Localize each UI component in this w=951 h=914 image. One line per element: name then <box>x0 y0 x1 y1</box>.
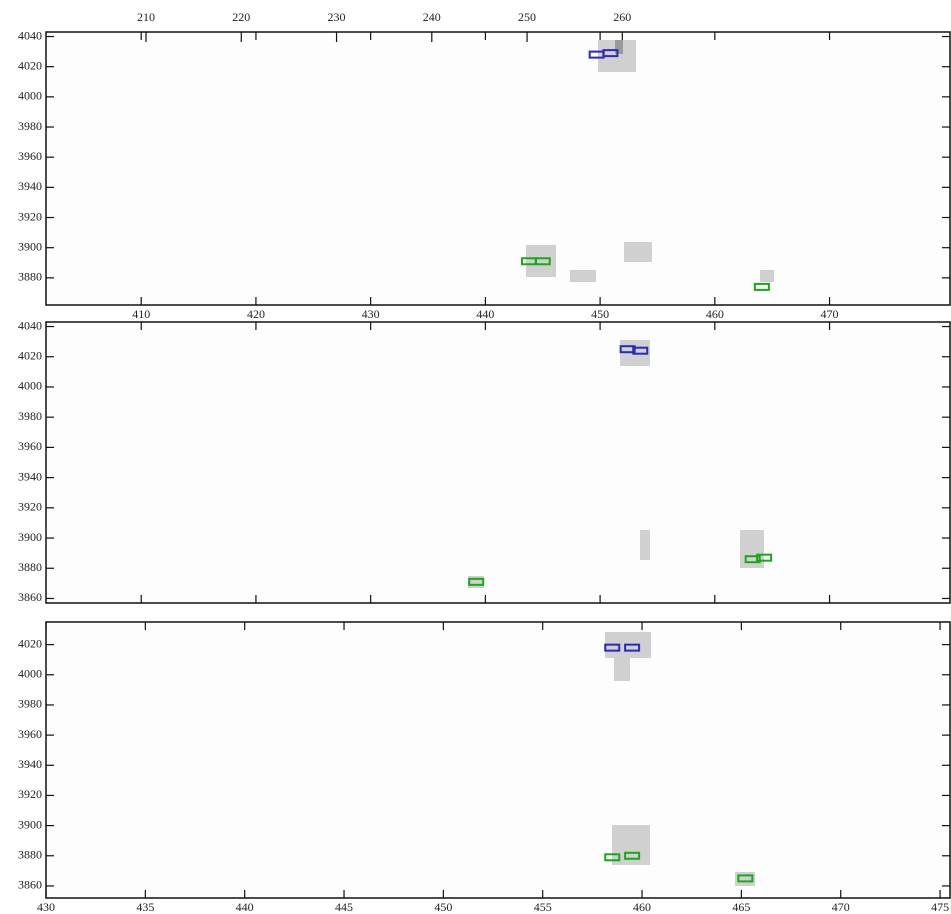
y-tick-label: 4000 <box>18 667 42 681</box>
y-tick-label: 4020 <box>18 636 42 650</box>
y-tick-label: 3900 <box>18 530 42 544</box>
x2-tick-label: 210 <box>137 10 155 24</box>
y-tick-label: 3940 <box>18 469 42 483</box>
shade <box>624 242 652 262</box>
panel: 3880 3900 3920 3940 3960 3980 4000 4020 4040 410 4… <box>18 10 950 321</box>
y-tick-label: 4040 <box>18 28 42 42</box>
x-tick-label: 430 <box>37 900 55 914</box>
y-tick-label: 3860 <box>18 590 42 604</box>
shade <box>640 530 650 560</box>
shade <box>570 270 596 282</box>
x-tick-label: 450 <box>591 307 609 321</box>
y-tick-label: 3900 <box>18 817 42 831</box>
x-tick-label: 470 <box>821 307 839 321</box>
y-tick-label: 3980 <box>18 119 42 133</box>
y-tick-label: 3940 <box>18 757 42 771</box>
x-tick-label: 475 <box>931 900 949 914</box>
panel: 3860 3880 3900 3920 3940 3960 3980 4000 4020 4040 <box>18 318 950 604</box>
y-tick-label: 3920 <box>18 787 42 801</box>
y-tick-label: 4020 <box>18 58 42 72</box>
plot-frame <box>46 32 950 305</box>
x-tick-label: 440 <box>476 307 494 321</box>
y-tick-label: 4020 <box>18 348 42 362</box>
panel: 3860 3880 3900 3920 3940 3960 3980 4000 4020 430 4… <box>18 622 950 914</box>
x-tick-label: 445 <box>335 900 353 914</box>
y-tick-label: 3920 <box>18 209 42 223</box>
y-tick-label: 3960 <box>18 727 42 741</box>
shade <box>614 655 630 681</box>
x-tick-label: 420 <box>247 307 265 321</box>
y-tick-label: 3860 <box>18 878 42 892</box>
x-tick-label: 450 <box>434 900 452 914</box>
y-tick-label: 3980 <box>18 697 42 711</box>
x-tick-label: 435 <box>136 900 154 914</box>
y-tick-label: 4000 <box>18 89 42 103</box>
y-tick-label: 3940 <box>18 179 42 193</box>
x-tick-label: 410 <box>132 307 150 321</box>
y-tick-label: 3960 <box>18 149 42 163</box>
y-tick-label: 3880 <box>18 560 42 574</box>
x-tick-label: 470 <box>832 900 850 914</box>
x2-tick-label: 230 <box>328 10 346 24</box>
x-tick-label: 430 <box>362 307 380 321</box>
y-tick-label: 3960 <box>18 439 42 453</box>
x2-tick-label: 240 <box>423 10 441 24</box>
chart: 3880 3900 3920 3940 3960 3980 4000 4020 4040 410 4… <box>0 0 951 914</box>
y-tick-label: 3900 <box>18 239 42 253</box>
x2-tick-label: 220 <box>232 10 250 24</box>
y-tick-label: 3880 <box>18 848 42 862</box>
x-tick-label: 455 <box>534 900 552 914</box>
shade <box>468 576 484 588</box>
x2-tick-label: 250 <box>518 10 536 24</box>
shade <box>526 245 556 277</box>
y-tick-label: 4000 <box>18 379 42 393</box>
x-tick-label: 440 <box>236 900 254 914</box>
y-tick-label: 3920 <box>18 500 42 514</box>
x-tick-label: 465 <box>732 900 750 914</box>
plot-frame <box>46 322 950 603</box>
plot-frame <box>46 622 950 898</box>
y-tick-label: 3880 <box>18 270 42 284</box>
shade <box>760 270 774 282</box>
y-tick-label: 4040 <box>18 318 42 332</box>
x2-tick-label: 260 <box>613 10 631 24</box>
x-tick-label: 460 <box>706 307 724 321</box>
y-tick-label: 3980 <box>18 409 42 423</box>
shade <box>615 40 623 54</box>
x-tick-label: 460 <box>633 900 651 914</box>
